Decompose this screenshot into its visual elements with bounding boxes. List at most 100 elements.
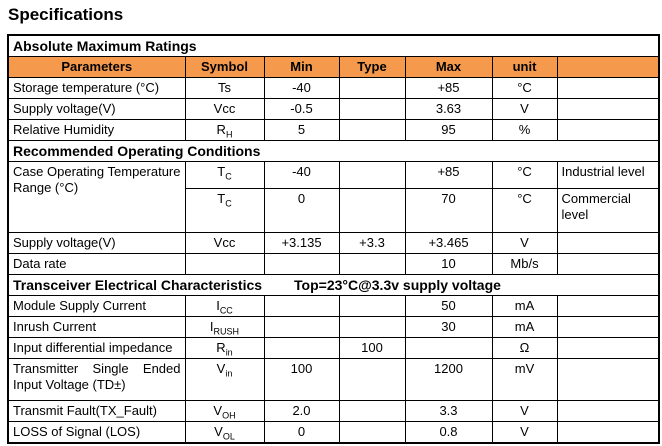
symbol-subscript: OH xyxy=(222,410,236,421)
max-cell: 10 xyxy=(404,253,493,275)
symbol-main: Vcc xyxy=(213,101,236,116)
column-header-parameters: Parameters xyxy=(7,56,186,78)
symbol-subscript: RUSH xyxy=(213,326,240,337)
min-cell xyxy=(263,316,340,338)
type-cell xyxy=(338,295,406,317)
unit-cell: °C xyxy=(491,161,558,189)
symbol-cell: IRUSH xyxy=(184,316,265,338)
note-cell: Commercial level xyxy=(556,188,660,233)
specifications-table: Absolute Maximum Ratings Parameters Symb… xyxy=(7,34,660,444)
unit-cell: Ω xyxy=(491,337,558,359)
symbol-subscript: CC xyxy=(219,305,233,316)
row-inrush-current: Inrush Current IRUSH 30 mA xyxy=(7,316,660,338)
column-header-note xyxy=(556,56,660,78)
type-cell: 100 xyxy=(338,337,406,359)
column-header-max: Max xyxy=(404,56,493,78)
max-cell: 50 xyxy=(404,295,493,317)
symbol-main: I xyxy=(209,319,214,334)
note-cell xyxy=(556,337,660,359)
param-cell: Module Supply Current xyxy=(7,295,186,317)
min-cell: 100 xyxy=(263,358,340,401)
unit-cell: % xyxy=(491,119,558,141)
unit-cell: V xyxy=(491,98,558,120)
section-title: Absolute Maximum Ratings xyxy=(7,34,660,57)
symbol-cell: Vin xyxy=(184,358,265,401)
type-cell xyxy=(338,400,406,422)
min-cell: 2.0 xyxy=(263,400,340,422)
note-cell xyxy=(556,119,660,141)
symbol-subscript: in xyxy=(225,347,233,358)
row-case-temp-commercial: TC 0 70 °C Commercial level xyxy=(8,188,660,233)
symbol-main: V xyxy=(216,361,226,376)
note-cell xyxy=(556,421,660,444)
symbol-cell: Vcc xyxy=(184,98,265,120)
max-cell: 95 xyxy=(404,119,493,141)
note-cell xyxy=(556,316,660,338)
param-cell: Storage temperature (°C) xyxy=(7,77,186,99)
max-cell: 3.3 xyxy=(404,400,493,422)
symbol-subscript: OL xyxy=(222,431,235,442)
type-cell xyxy=(338,253,406,275)
section-title: Transceiver Electrical Characteristics To… xyxy=(7,274,660,296)
symbol-main: V xyxy=(213,403,223,418)
note-cell xyxy=(556,253,660,275)
note-cell xyxy=(556,77,660,99)
symbol-cell: Ts xyxy=(184,77,265,99)
row-case-temp-industrial: Case Operating Temperature Range (°C) TC… xyxy=(7,161,660,233)
param-cell: Input differential impedance xyxy=(7,337,186,359)
symbol-cell: Vcc xyxy=(184,232,265,254)
max-cell: 30 xyxy=(404,316,493,338)
row-supply-voltage-abs: Supply voltage(V) Vcc -0.5 3.63 V xyxy=(7,98,660,120)
max-cell: 1200 xyxy=(404,358,493,401)
section-header-transceiver-electrical-characteristics: Transceiver Electrical Characteristics To… xyxy=(7,274,660,296)
symbol-cell: ICC xyxy=(184,295,265,317)
type-cell xyxy=(338,316,406,338)
unit-cell: mA xyxy=(491,316,558,338)
symbol-cell: RH xyxy=(184,119,265,141)
symbol-cell: TC xyxy=(184,161,265,189)
unit-cell: °C xyxy=(491,77,558,99)
note-cell xyxy=(556,295,660,317)
row-supply-voltage-rec: Supply voltage(V) Vcc +3.135 +3.3 +3.465… xyxy=(7,232,660,254)
unit-cell: V xyxy=(491,232,558,254)
param-cell: Transmitter Single Ended Input Voltage (… xyxy=(7,358,186,401)
min-cell: -0.5 xyxy=(263,98,340,120)
note-cell: Industrial level xyxy=(556,161,660,189)
min-cell xyxy=(263,337,340,359)
row-storage-temperature: Storage temperature (°C) Ts -40 +85 °C xyxy=(7,77,660,99)
row-relative-humidity: Relative Humidity RH 5 95 % xyxy=(7,119,660,141)
column-header-min: Min xyxy=(263,56,340,78)
unit-cell: Mb/s xyxy=(491,253,558,275)
max-cell: +85 xyxy=(404,161,493,189)
symbol-main: R xyxy=(216,122,226,137)
note-cell xyxy=(556,358,660,401)
symbol-subscript: H xyxy=(225,129,233,140)
unit-cell: V xyxy=(491,400,558,422)
min-cell: -40 xyxy=(263,161,340,189)
min-cell xyxy=(263,295,340,317)
min-cell: 0 xyxy=(263,188,340,233)
max-cell: 3.63 xyxy=(404,98,493,120)
unit-cell: °C xyxy=(491,188,558,233)
column-header-unit: unit xyxy=(491,56,558,78)
max-cell: 70 xyxy=(404,188,493,233)
symbol-cell: TC xyxy=(184,188,265,233)
symbol-main: R xyxy=(216,340,226,355)
type-cell: +3.3 xyxy=(338,232,406,254)
symbol-main: V xyxy=(214,424,223,439)
unit-cell: V xyxy=(491,421,558,444)
symbol-main: T xyxy=(217,164,226,179)
type-cell xyxy=(338,358,406,401)
column-header-row: Parameters Symbol Min Type Max unit xyxy=(7,56,660,78)
param-cell: Supply voltage(V) xyxy=(7,98,186,120)
unit-cell: mA xyxy=(491,295,558,317)
symbol-cell xyxy=(184,253,265,275)
param-cell: Supply voltage(V) xyxy=(7,232,186,254)
row-transmit-fault: Transmit Fault(TX_Fault) VOH 2.0 3.3 V xyxy=(7,400,660,422)
type-cell xyxy=(338,119,406,141)
max-cell: +85 xyxy=(404,77,493,99)
min-cell: 0 xyxy=(263,421,340,444)
type-cell xyxy=(338,77,406,99)
unit-cell: mV xyxy=(491,358,558,401)
